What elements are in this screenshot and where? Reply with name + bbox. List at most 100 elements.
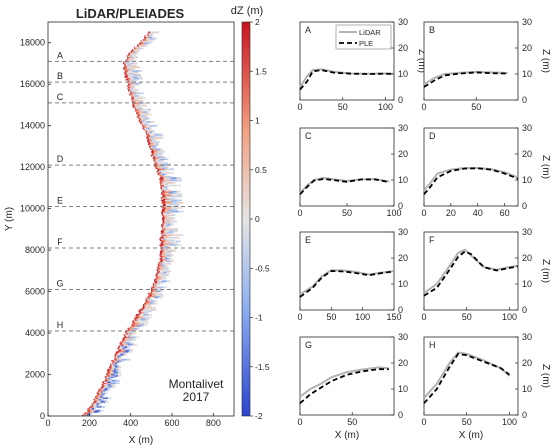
dz-cell xyxy=(140,96,144,98)
dz-cell xyxy=(135,56,138,59)
dz-cell xyxy=(154,292,159,295)
dz-cell xyxy=(96,399,101,402)
dz-cell xyxy=(145,112,149,115)
dz-cell xyxy=(154,282,157,285)
dz-cell xyxy=(143,323,148,326)
dz-cell xyxy=(120,352,125,355)
dz-cell xyxy=(131,325,134,327)
dz-cell xyxy=(156,31,160,34)
dz-cell xyxy=(81,414,84,416)
dz-cell xyxy=(132,328,136,331)
dz-cell xyxy=(150,292,155,295)
dz-cell xyxy=(142,111,148,113)
series-ple-line xyxy=(423,250,519,297)
dz-cell xyxy=(101,406,105,408)
dz-cell xyxy=(154,154,157,157)
dz-cell xyxy=(125,333,129,336)
dz-cell xyxy=(143,119,146,122)
dz-cell xyxy=(107,379,113,382)
dz-cell xyxy=(141,45,145,47)
dz-cell xyxy=(178,234,184,237)
dz-cell xyxy=(155,295,161,298)
dz-cell xyxy=(159,239,163,242)
dz-cell xyxy=(140,101,144,103)
dz-cell xyxy=(162,286,167,289)
dz-cell xyxy=(132,101,135,103)
dz-cell xyxy=(157,277,161,280)
dz-cell xyxy=(170,260,174,263)
panel-x-tick-label: 100 xyxy=(386,208,401,218)
dz-cell xyxy=(109,367,112,370)
dz-cell xyxy=(172,218,176,220)
dz-cell xyxy=(105,382,112,385)
dz-cell xyxy=(160,238,164,240)
dz-cell xyxy=(110,377,112,380)
dz-cell xyxy=(161,249,165,252)
dz-cell xyxy=(111,363,114,366)
dz-cell xyxy=(132,338,137,341)
dz-cell xyxy=(118,355,121,357)
dz-cell xyxy=(161,210,166,213)
dz-cell xyxy=(145,300,149,303)
dz-cell xyxy=(135,315,138,317)
map-y-axis-label: Y (m) xyxy=(4,207,15,231)
dz-cell xyxy=(155,281,157,284)
dz-cell xyxy=(130,93,133,96)
dz-cell xyxy=(153,158,157,161)
dz-cell xyxy=(104,381,108,383)
panel-y-tick-label: 0 xyxy=(522,305,527,315)
dz-cell xyxy=(154,160,157,163)
dz-cell xyxy=(145,116,149,118)
dz-cell xyxy=(167,250,173,253)
dz-cell xyxy=(165,248,168,250)
dz-cell xyxy=(118,351,124,354)
dz-cell xyxy=(163,183,167,186)
dz-cell xyxy=(161,160,164,163)
dz-cell xyxy=(164,249,169,252)
dz-cell xyxy=(124,331,127,334)
dz-cell xyxy=(136,106,139,108)
dz-cell xyxy=(165,168,171,171)
dz-cell xyxy=(92,407,95,410)
dz-cell xyxy=(136,98,139,101)
dz-cell xyxy=(140,117,145,120)
panel-y-axis-label: Z (m) xyxy=(540,155,550,179)
dz-cell xyxy=(165,274,169,276)
dz-cell xyxy=(120,360,125,362)
dz-cell xyxy=(124,63,127,66)
dz-cell xyxy=(129,72,133,75)
dz-cell xyxy=(134,326,136,329)
dz-cell xyxy=(117,365,120,367)
dz-cell xyxy=(122,62,126,65)
dz-cell xyxy=(89,413,92,416)
dz-cell xyxy=(147,34,149,36)
dz-cell xyxy=(95,396,98,398)
dz-cell xyxy=(127,57,129,60)
dz-cell xyxy=(141,307,145,310)
dz-cell xyxy=(158,286,164,289)
dz-cell xyxy=(172,234,179,237)
dz-cell xyxy=(127,85,129,87)
dz-cell xyxy=(129,65,134,67)
dz-cell xyxy=(165,203,171,205)
dz-cell xyxy=(121,358,127,361)
dz-cell xyxy=(136,317,142,320)
dz-cell xyxy=(149,124,155,127)
dz-cell xyxy=(161,193,166,196)
colorbar-tick-label: 2 xyxy=(255,17,260,27)
dz-cell xyxy=(109,368,115,371)
dz-cell xyxy=(164,256,168,259)
dz-cell xyxy=(118,366,122,368)
dz-cell xyxy=(96,406,102,408)
dz-cell xyxy=(134,98,137,101)
colorbar-label: dZ (m) xyxy=(231,5,263,17)
dz-cell xyxy=(127,76,133,79)
dz-cell xyxy=(138,119,141,122)
dz-cell xyxy=(128,61,131,64)
panel-x-tick-label: 0 xyxy=(297,312,302,322)
dz-cell xyxy=(115,382,120,385)
dz-cell xyxy=(140,113,145,116)
dz-cell xyxy=(168,243,175,245)
dz-cell xyxy=(144,307,149,310)
dz-cell xyxy=(145,122,148,125)
